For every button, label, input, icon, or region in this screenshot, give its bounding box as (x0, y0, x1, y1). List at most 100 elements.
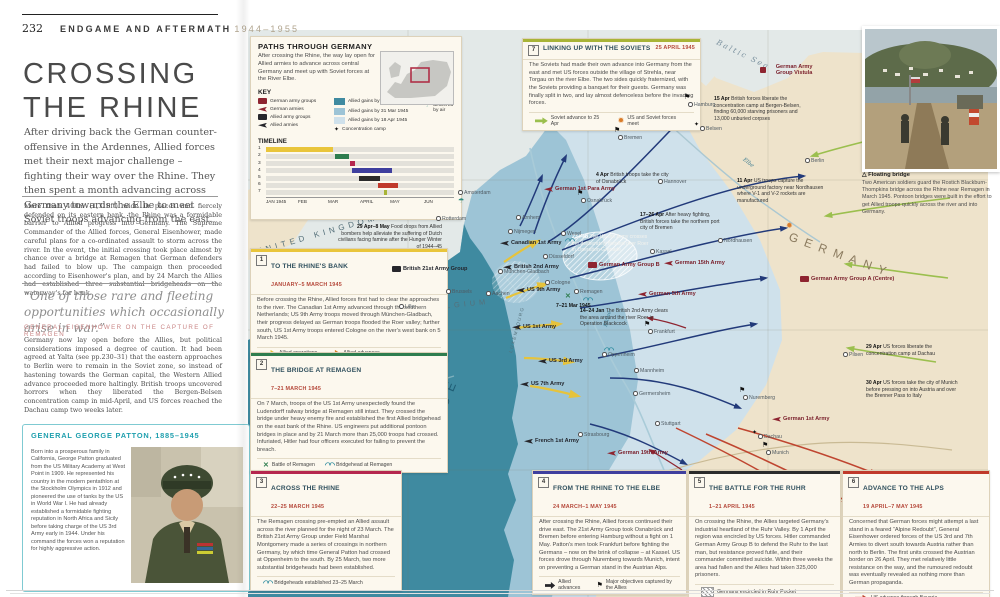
callout-bergen-belsen: 15 Apr British forces liberate the conce… (714, 96, 801, 122)
place-wesel: Wesel (561, 231, 581, 237)
army-label-british-21st-army-group: British 21st Army Group (392, 266, 467, 273)
concentration-camp-icon: ✦ (334, 126, 340, 133)
bridgehead-icon: ◠◠ (263, 580, 273, 588)
place-aachen: Aachen (486, 291, 510, 297)
place-nordhausen: Nordhausen (718, 238, 752, 244)
army-label-german-5th-army: German 5th Army (638, 291, 696, 297)
army-label-french-1st-army: French 1st Army (524, 438, 579, 444)
chapter-years: 1944–1955 (234, 24, 300, 34)
place-munich: Munich (766, 450, 789, 456)
pull-quote: “One of those rare and fleeting opportun… (24, 289, 224, 336)
place-amsterdam: Amsterdam (458, 190, 491, 196)
forces-meet-icon: ✹ (786, 221, 793, 230)
patton-sidebar: GENERAL GEORGE PATTON, 1885–1945 Born in… (22, 424, 250, 592)
objective-flag-icon: ⚑ (614, 127, 621, 134)
place-osnabruck: Osnabrück (581, 198, 612, 204)
map-key: German army groups German armies Allied … (258, 98, 454, 135)
place-pilsen: Pilsen (843, 352, 863, 358)
spread-gutter (236, 0, 250, 597)
air-supplies-icon: ☂ (458, 198, 465, 205)
quote-attribution: GENERAL EISENHOWER ON THE CAPTURE OF REM… (24, 324, 215, 338)
floating-bridge-photo (862, 26, 1000, 172)
callout-munich: 30 Apr US forces take the city of Munich… (866, 380, 958, 400)
story-box-7: 7 LINKING UP WITH THE SOVIETS 25 APRIL 194… (522, 38, 701, 131)
place-bremen: Bremen (618, 135, 642, 141)
callout-remagen-dates: 7–21 Mar 1945 (556, 303, 591, 309)
photo-caption-body: Two American soldiers guard the Rostich … (862, 179, 992, 215)
article-paragraph-2: Germany now lay open before the Allies, … (24, 336, 222, 414)
timeline-bar-1 (266, 146, 333, 152)
page-title: CROSSING THE RHINE (23, 58, 202, 124)
place-frankfurt: Frankfurt (648, 329, 675, 335)
timeline-bar-3 (350, 161, 355, 167)
allied-army-group-swatch (258, 114, 267, 121)
story-box-3: 3 ACROSS THE RHINE 22–25 MARCH 1945 The Re… (250, 470, 402, 592)
callout-operation-blackcock: 14–24 Jan The British 2nd Army clears th… (580, 308, 668, 328)
soviet-advance-arrow (535, 117, 548, 125)
patton-sidebar-title: GENERAL GEORGE PATTON, 1885–1945 (31, 431, 200, 440)
page-edge-line (6, 590, 994, 591)
place-rotterdam: Rotterdam (436, 216, 466, 222)
callout-nordhausen: 11 Apr US troops capture the underground… (737, 178, 824, 204)
army-label-us-9th-army: US 9th Army (516, 287, 560, 293)
timeline-bar-5 (359, 175, 381, 181)
place-belsen: Belsen (700, 126, 722, 132)
timeline-bar-7 (384, 189, 388, 195)
bridgehead-icon: ◠◠ (604, 347, 614, 354)
place-remagen: Remagen (574, 289, 603, 295)
place-nijmegen: Nijmegen (508, 229, 536, 235)
article-paragraph-1: More than 400m (1,310ft) wide in places … (24, 202, 222, 298)
place-oppenheim: Oppenheim (602, 352, 635, 358)
place-dachau: Dachau (758, 434, 782, 440)
story-box-5: 5 THE BATTLE FOR THE RUHR 1–21 APRIL 1945 … (688, 470, 841, 597)
paths-through-germany-panel: PATHS THROUGH GERMANY After crossing the… (250, 36, 462, 220)
battle-icon: ✕ (263, 461, 269, 469)
place-dusseldorf: Düsseldorf (543, 254, 574, 260)
timeline-bar-2 (334, 153, 350, 159)
place-brussels: Brussels (446, 289, 472, 295)
objective-flag-icon: ⚑ (739, 387, 746, 394)
patton-sidebar-body: Born into a prosperous family in Califor… (31, 449, 126, 553)
place-strasbourg: Strasbourg (578, 432, 609, 438)
panel-title: PATHS THROUGH GERMANY (258, 42, 373, 51)
place-germersheim: Germersheim (633, 391, 670, 397)
story-box-6: 6 ADVANCE TO THE ALPS 19 APRIL–7 MAY 1945 … (842, 470, 990, 597)
chapter-header: 232 ENDGAME AND AFTERMATH 1944–1955 (22, 22, 299, 35)
army-label-german-1st-army: German 1st Army (772, 416, 829, 422)
gains-mar-1945-swatch (334, 107, 345, 115)
place-hannover: Hannover (658, 179, 687, 185)
callout-osnabruck: 4 Apr British troops take the city of Os… (596, 172, 669, 185)
page-number: 232 (22, 22, 43, 35)
timeline-bar-4 (352, 168, 392, 174)
objective-flag-icon: ⚑ (596, 581, 603, 589)
place-mannheim: Mannheim (634, 368, 664, 374)
army-label-us-7th-army: US 7th Army (520, 381, 564, 387)
allied-army-arrow (258, 122, 267, 128)
timeline: 1 2 3 4 5 6 7 JAN 1945 FEB MAR APRIL MAY… (258, 146, 454, 205)
place-hamburg: Hamburg (688, 102, 715, 108)
gains-dec-1944-swatch (334, 98, 345, 106)
timeline-bar-6 (378, 182, 398, 188)
german-army-arrow (258, 106, 267, 112)
panel-intro: After crossing the Rhine, the way lay op… (258, 53, 375, 83)
objective-flag-icon: ⚑ (577, 190, 584, 197)
place-arnhem: Arnhem (516, 215, 540, 221)
timeline-title: TIMELINE (258, 138, 287, 146)
story-box-2: 2 THE BRIDGE AT REMAGEN 7–21 MARCH 1945 On… (250, 352, 448, 474)
place-munchen-gladbach: München-Gladbach (498, 269, 549, 275)
callout-bremen: 17–26 Apr After heavy fighting, British … (640, 212, 720, 232)
place-kassel: Kassel (650, 249, 672, 255)
place-stuttgart: Stuttgart (655, 421, 681, 427)
army-label-german-army-group-vistula: German Army Group Vistula (760, 64, 820, 77)
europe-locator-map (380, 51, 454, 105)
article-intro: After driving back the German counter-of… (24, 127, 217, 226)
story-box-1: 1 TO THE RHINE'S BANK JANUARY–5 MARCH 1945… (250, 248, 448, 361)
battle-icon: ✕ (565, 293, 571, 300)
allied-advances-arrow (545, 581, 556, 589)
patton-photo (131, 447, 243, 583)
army-label-german-19th-army: German 19th Army (607, 450, 668, 456)
place-cologne: Cologne (545, 280, 570, 286)
place-nuremberg: Nuremberg (743, 395, 775, 401)
forces-meet-icon: ✹ (617, 115, 625, 125)
